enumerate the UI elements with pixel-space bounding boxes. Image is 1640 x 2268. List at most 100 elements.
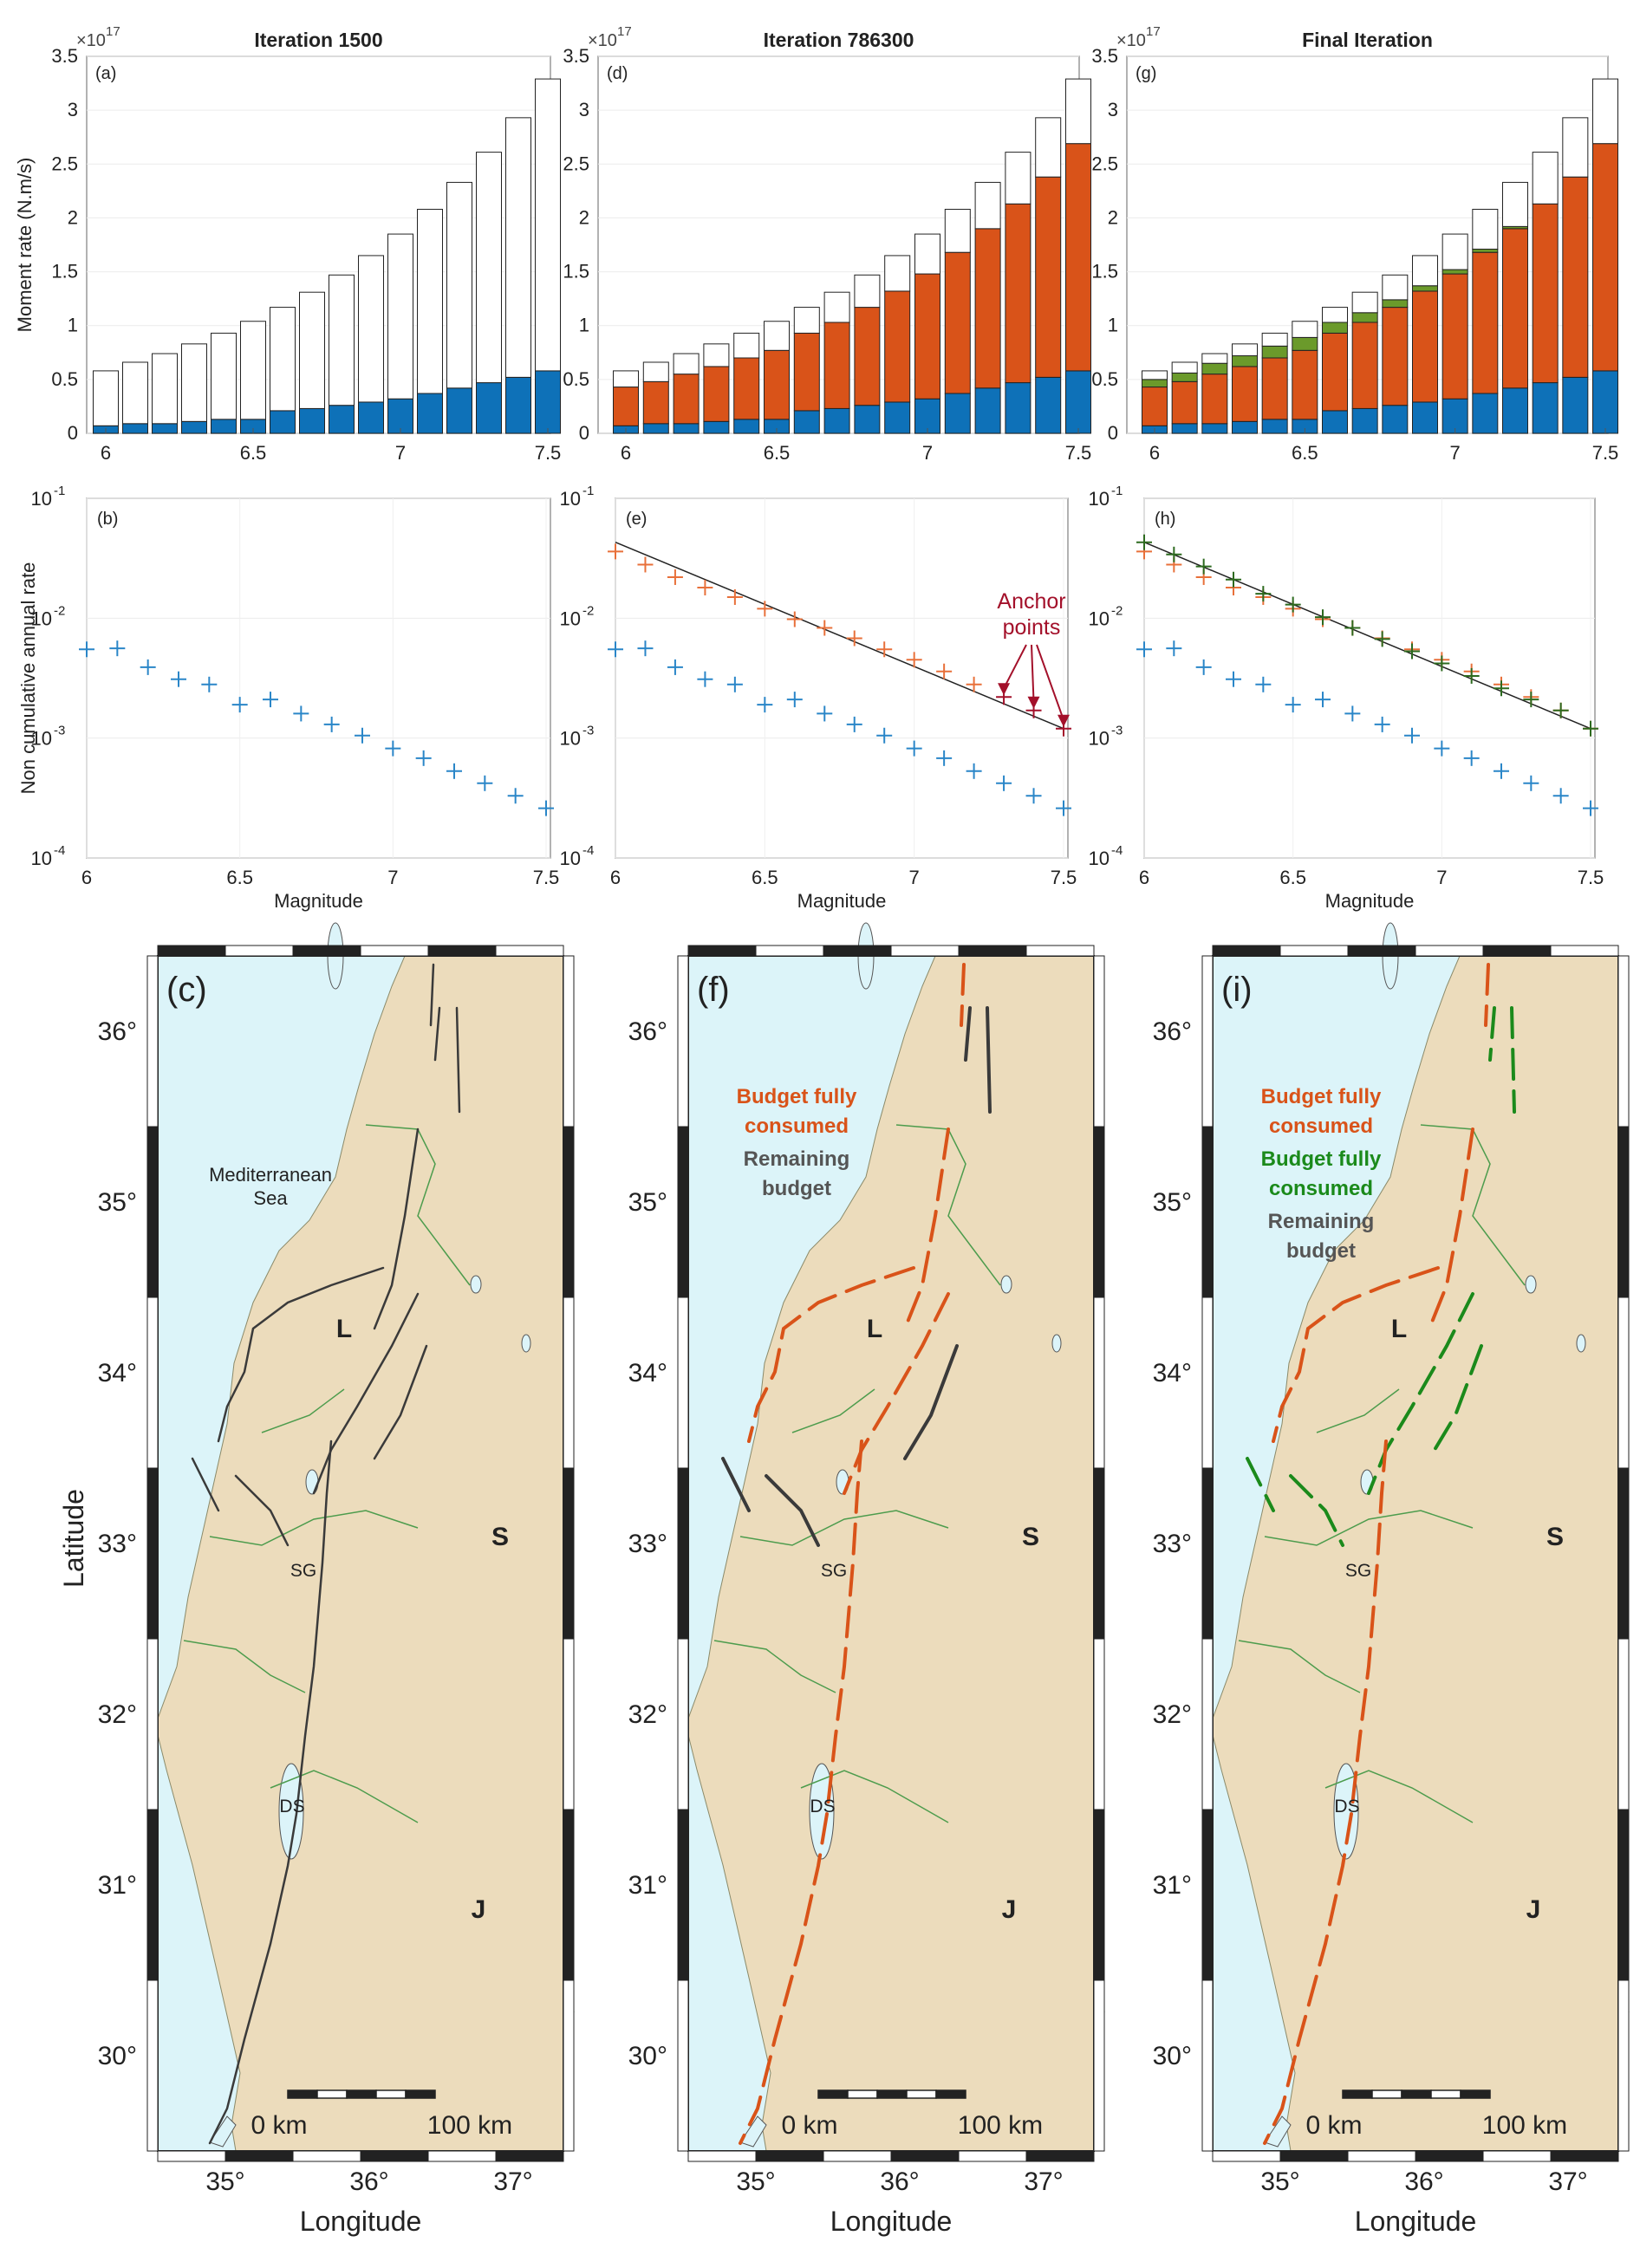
- bar-segment: [1005, 382, 1032, 434]
- bar-segment: [1412, 290, 1438, 403]
- place-label-sg: SG: [290, 1561, 316, 1581]
- bar-segment: [1232, 355, 1258, 367]
- bar-remaining: [642, 361, 669, 382]
- y-tick-base: 10: [560, 488, 581, 510]
- bar-remaining: [181, 343, 207, 422]
- fault-line: [1484, 963, 1490, 1027]
- place-label-sg: SG: [821, 1561, 847, 1581]
- x-tick-label: 7: [387, 867, 398, 888]
- bar-segment: [733, 357, 760, 420]
- legend-text: budget: [1286, 1239, 1356, 1263]
- fault-line: [373, 1344, 428, 1460]
- lat-label: 31°: [1153, 1871, 1192, 1900]
- lat-label: 30°: [98, 2042, 137, 2070]
- bar-remaining: [476, 152, 502, 384]
- x-axis-label: Longitude: [830, 2206, 953, 2237]
- border-line: [713, 1640, 836, 1693]
- legend-text: consumed: [745, 1115, 849, 1138]
- frame-scale: [1093, 1467, 1105, 1640]
- frame-scale: [958, 2150, 1027, 2162]
- sea-label: Mediterranean: [209, 1164, 332, 1186]
- x-tick-label: 7: [922, 442, 933, 464]
- frame-scale: [958, 945, 1027, 957]
- frame-scale: [146, 1638, 159, 1810]
- y-tick-label: 1.5: [1091, 261, 1118, 283]
- frame-scale: [1212, 2150, 1281, 2162]
- frame-scale: [1279, 2150, 1349, 2162]
- scale-bar-segment: [287, 2089, 318, 2099]
- bar-segment: [1382, 307, 1409, 406]
- lake: [1051, 1334, 1062, 1353]
- annotation-text: Anchor: [997, 589, 1065, 614]
- y-tick-base: 10: [1089, 488, 1110, 510]
- y-exponent: 17: [106, 24, 120, 39]
- y-exponent: 17: [617, 24, 632, 39]
- fault-line: [1246, 1457, 1275, 1512]
- panel-label: (c): [166, 971, 207, 1009]
- y-tick-label: 1: [68, 315, 78, 336]
- bar-segment: [1502, 387, 1528, 434]
- annotation-text: points: [1003, 615, 1061, 640]
- y-tick-exponent: -1: [54, 484, 65, 498]
- fault-line: [429, 963, 435, 1027]
- frame-scale: [677, 1467, 689, 1640]
- scale-bar-segment: [346, 2089, 377, 2099]
- scale-bar-segment: [1342, 2089, 1373, 2099]
- bar-segment: [884, 290, 911, 403]
- frame-scale: [1201, 1467, 1214, 1640]
- y-tick-label: 3: [1108, 99, 1118, 120]
- fault-line: [721, 1457, 751, 1512]
- map-c: 36° 35° 34° 33° 32° 31° 30° 35° 36° 37° Longitude (…: [98, 922, 575, 2237]
- bar-segment: [1322, 322, 1348, 334]
- bar-remaining: [1442, 233, 1468, 270]
- fault-line: [234, 1474, 290, 1547]
- region-label-j: J: [472, 1895, 486, 1924]
- fault-line: [747, 1266, 915, 1443]
- lat-label: 34°: [98, 1359, 137, 1387]
- y-tick-label: 0: [68, 422, 78, 444]
- y-tick-label: 0: [1108, 422, 1118, 444]
- frame-scale: [1025, 2150, 1095, 2162]
- frame-scale: [427, 945, 497, 957]
- fault-line: [986, 1006, 992, 1114]
- scale-bar-segment: [316, 2089, 348, 2099]
- bar-remaining: [240, 321, 266, 420]
- bar-segment: [211, 419, 237, 434]
- bar-remaining: [914, 233, 940, 275]
- frame-scale: [677, 1809, 689, 1981]
- y-tick-label: 3: [579, 99, 589, 120]
- bar-segment: [733, 419, 760, 434]
- border-line: [895, 1124, 1001, 1286]
- fault-line: [1510, 1006, 1516, 1114]
- border-line: [1238, 1640, 1361, 1693]
- y-tick-label: 0: [579, 422, 589, 444]
- bar-segment: [1171, 372, 1198, 382]
- border-line: [800, 1770, 949, 1823]
- frame-scale: [157, 945, 226, 957]
- bar-remaining: [1322, 307, 1348, 323]
- x-tick-label: 6: [81, 867, 92, 888]
- fault-line: [765, 1474, 820, 1547]
- dead-sea-lake: [809, 1763, 835, 1860]
- bar-segment: [823, 407, 850, 434]
- frame-scale: [1279, 945, 1349, 957]
- frame-scale: [1617, 1809, 1630, 1981]
- bar-remaining: [505, 117, 531, 378]
- bar-remaining: [122, 361, 148, 425]
- x-tick-label: 7.5: [1065, 442, 1092, 464]
- bar-segment: [1351, 407, 1378, 434]
- region-label-l: L: [1391, 1315, 1407, 1343]
- y-tick-label: 2.5: [563, 153, 589, 174]
- lat-label: 31°: [628, 1871, 667, 1900]
- y-tick-exponent: -4: [1111, 843, 1123, 858]
- frame-scale: [225, 2150, 294, 2162]
- y-tick-exponent: -2: [54, 603, 65, 618]
- fault-line: [1367, 1292, 1474, 1495]
- bar-segment: [1232, 420, 1258, 434]
- x-tick-label: 6.5: [752, 867, 778, 888]
- scale-bar-label: 0 km: [251, 2111, 307, 2140]
- chart-title: Final Iteration: [1302, 29, 1433, 51]
- x-tick-label: 7: [1436, 867, 1447, 888]
- bar-segment: [505, 376, 531, 434]
